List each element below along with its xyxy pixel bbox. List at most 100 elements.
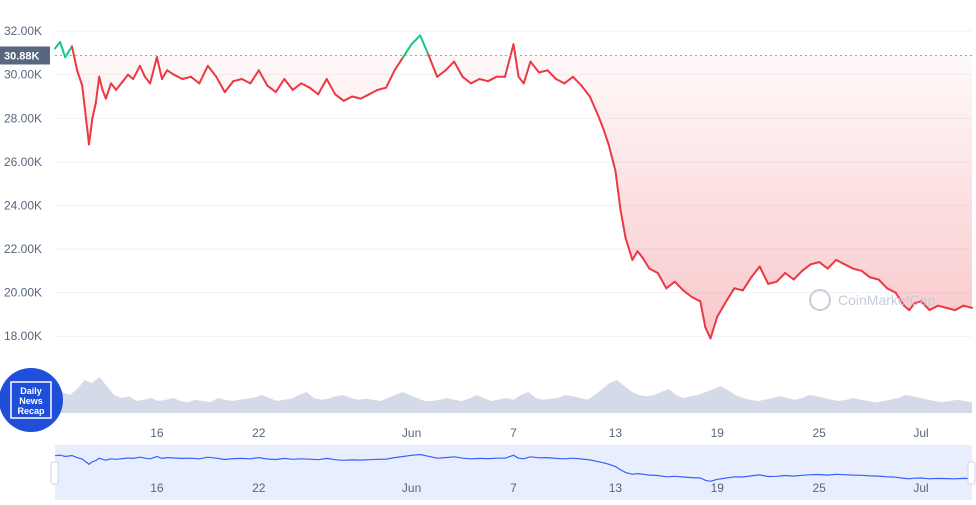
price-segment — [104, 82, 112, 100]
price-segment — [792, 269, 804, 281]
price-segment — [529, 60, 540, 74]
price-segment — [517, 75, 525, 85]
range-navigator[interactable]: 16 22 Jun 7 13 19 25 Jul — [50, 445, 976, 500]
price-segment — [607, 143, 617, 172]
price-segment — [249, 69, 260, 85]
price-segment — [809, 261, 821, 266]
y-tick-label: 28.00K — [4, 111, 42, 125]
price-segment — [801, 263, 812, 272]
price-segment — [750, 265, 761, 279]
price-segment — [512, 43, 520, 78]
y-tick-label: 30.00K — [4, 68, 42, 82]
price-line — [54, 34, 973, 340]
price-segment — [172, 73, 184, 80]
price-segment — [155, 56, 163, 80]
navigator-tick-label: Jun — [402, 481, 421, 495]
price-segment — [563, 75, 574, 85]
price-segment — [110, 82, 118, 91]
price-segment — [602, 128, 610, 146]
price-segment — [283, 78, 294, 91]
navigator-tick-label: 19 — [711, 481, 725, 495]
price-segment — [419, 34, 430, 57]
x-tick-label: Jul — [913, 426, 928, 440]
price-segment — [368, 88, 379, 96]
navigator-tick-label: Jul — [913, 481, 928, 495]
watermark: CoinMarketCap — [809, 289, 935, 311]
price-segment — [144, 75, 152, 85]
price-segment — [71, 45, 79, 72]
price-segment — [721, 298, 729, 309]
price-segment — [149, 56, 158, 85]
price-segment — [98, 75, 104, 91]
y-tick-label: 32.00K — [4, 24, 42, 38]
price-segment — [308, 86, 320, 96]
price-segment — [580, 84, 591, 98]
price-segment — [522, 60, 532, 85]
navigator-right-handle — [967, 461, 976, 485]
price-segment — [81, 84, 90, 146]
price-segment — [54, 41, 62, 50]
price-segment — [555, 78, 566, 85]
navigator-tick-label: 7 — [510, 481, 517, 495]
red-fill-area — [55, 55, 972, 339]
price-segment — [665, 280, 676, 290]
x-tick-label: 7 — [510, 426, 517, 440]
price-segment — [132, 64, 141, 80]
price-segment — [962, 304, 973, 309]
price-segment — [913, 300, 923, 305]
watermark-text: CoinMarketCap — [838, 292, 935, 308]
price-segment — [166, 69, 175, 76]
price-segment — [161, 69, 169, 80]
price-segment — [641, 256, 651, 270]
price-segment — [300, 82, 311, 89]
price-segment — [690, 296, 702, 303]
price-segment — [189, 75, 201, 85]
price-segment — [444, 60, 456, 72]
x-tick-label: 19 — [711, 426, 725, 440]
price-badge-text: 30.88K — [4, 50, 40, 62]
price-segment — [291, 82, 303, 91]
y-tick-label: 24.00K — [4, 198, 42, 212]
price-segment — [614, 169, 622, 211]
x-axis: 16 22 Jun 7 13 19 25 Jul — [150, 426, 929, 440]
price-segment — [266, 84, 277, 94]
price-segment — [487, 75, 498, 83]
x-tick-label: 13 — [609, 426, 623, 440]
price-segment — [726, 287, 736, 301]
navigator-left-handle — [50, 461, 59, 485]
price-segment — [351, 95, 362, 100]
price-segment — [206, 64, 218, 78]
volume-area — [55, 377, 972, 413]
price-segment — [334, 93, 345, 102]
price-segment — [402, 43, 413, 59]
volume-bars — [55, 377, 972, 413]
price-segment — [240, 78, 252, 85]
price-segment — [215, 75, 226, 94]
price-segment — [920, 300, 931, 312]
recap-frame-icon — [10, 381, 52, 419]
price-segment — [699, 300, 707, 329]
price-segment — [886, 287, 897, 294]
x-tick-label: Jun — [402, 426, 421, 440]
price-segment — [359, 93, 371, 100]
y-tick-label: 26.00K — [4, 155, 42, 169]
price-segment — [784, 272, 795, 281]
navigator-tick-label: 16 — [150, 481, 164, 495]
price-badge-bg — [0, 46, 50, 65]
price-segment — [954, 304, 965, 312]
price-segment — [903, 304, 911, 312]
price-segment — [138, 64, 146, 78]
price-segment — [733, 287, 744, 292]
x-tick-label: 25 — [812, 426, 826, 440]
navigator-line — [54, 453, 973, 482]
price-segment — [393, 56, 405, 72]
price-segment — [877, 278, 889, 290]
price-segment — [636, 250, 644, 259]
recap-text-line: Daily — [20, 386, 42, 396]
price-segment — [835, 258, 846, 266]
price-segment — [908, 302, 916, 312]
price-segment — [76, 69, 84, 87]
price-segment — [94, 75, 101, 104]
y-tick-label: 22.00K — [4, 242, 42, 256]
